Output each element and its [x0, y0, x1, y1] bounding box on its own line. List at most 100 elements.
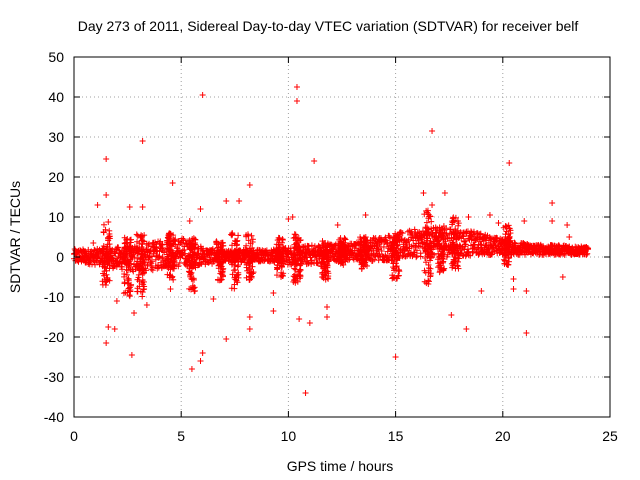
outlier-point	[103, 156, 110, 162]
spike-point	[128, 236, 135, 243]
band-point	[179, 252, 186, 259]
y-tick-label: -40	[44, 409, 64, 425]
outlier-point	[113, 298, 120, 304]
band-point	[112, 250, 119, 257]
outlier-point	[429, 202, 436, 208]
spike-point	[120, 290, 127, 297]
outlier-point	[126, 204, 133, 210]
chart-title: Day 273 of 2011, Sidereal Day-to-day VTE…	[78, 18, 579, 34]
outlier-point	[270, 290, 277, 296]
outlier-point	[197, 206, 204, 212]
band-point	[314, 260, 321, 267]
outlier-point	[510, 286, 517, 292]
band-point	[149, 264, 156, 271]
outlier-point	[448, 312, 455, 318]
outlier-point	[478, 288, 485, 294]
outlier-point	[94, 202, 101, 208]
outlier-point	[293, 98, 300, 104]
y-tick-label: -20	[44, 329, 64, 345]
outlier-point	[334, 222, 341, 228]
outlier-point	[559, 274, 566, 280]
x-tick-label: 25	[602, 428, 618, 444]
outlier-point	[105, 324, 112, 330]
outlier-point	[566, 234, 573, 240]
outlier-point	[128, 352, 135, 358]
outlier-point	[465, 214, 472, 220]
y-tick-label: 20	[48, 169, 64, 185]
band-point	[182, 250, 189, 257]
outlier-point	[103, 340, 110, 346]
spike-point	[105, 219, 112, 226]
outlier-point	[197, 358, 204, 364]
band-point	[305, 243, 312, 250]
outlier-point	[420, 190, 427, 196]
outlier-point	[199, 92, 206, 98]
outlier-point	[223, 198, 230, 204]
outlier-point	[549, 200, 556, 206]
outlier-point	[270, 308, 277, 314]
outlier-point	[167, 286, 174, 292]
spike-point	[100, 221, 107, 228]
outlier-point	[223, 336, 230, 342]
spike-point	[121, 280, 128, 287]
band-point	[200, 245, 207, 252]
outlier-point	[293, 84, 300, 90]
spike-point	[229, 231, 236, 238]
outlier-point	[103, 192, 110, 198]
outlier-point	[486, 212, 493, 218]
band-point	[143, 246, 150, 253]
outlier-point	[296, 316, 303, 322]
band-point	[119, 263, 126, 270]
band-point	[175, 263, 182, 270]
outlier-point	[90, 240, 97, 246]
outlier-point	[139, 138, 146, 144]
outlier-point	[323, 314, 330, 320]
band-point	[329, 246, 336, 253]
y-tick-label: 10	[48, 209, 64, 225]
band-point	[283, 257, 290, 264]
band-point	[146, 240, 153, 247]
outlier-point	[523, 330, 530, 336]
plot-frame	[73, 56, 611, 418]
grid-lines	[74, 57, 610, 417]
outlier-point	[210, 296, 217, 302]
band-point	[172, 236, 179, 243]
band-point	[155, 262, 162, 269]
band-point	[115, 244, 122, 251]
spike-point	[423, 219, 430, 226]
data-points	[71, 84, 592, 396]
outlier-point	[362, 212, 369, 218]
band-point	[87, 258, 94, 265]
x-axis-label: GPS time / hours	[287, 458, 394, 474]
spike-point	[235, 232, 242, 239]
outlier-point	[139, 204, 146, 210]
x-tick-label: 10	[281, 428, 297, 444]
x-tick-label: 5	[177, 428, 185, 444]
spike-point	[106, 227, 113, 234]
outlier-point	[311, 158, 318, 164]
outlier-point	[186, 218, 193, 224]
band-point	[308, 242, 315, 249]
outlier-point	[169, 180, 176, 186]
outlier-point	[392, 354, 399, 360]
band-point	[417, 250, 424, 257]
outlier-point	[199, 350, 206, 356]
y-tick-label: 40	[48, 89, 64, 105]
band-point	[158, 242, 165, 249]
y-tick-label: -30	[44, 369, 64, 385]
x-tick-label: 0	[70, 428, 78, 444]
x-tick-label: 15	[388, 428, 404, 444]
x-tick-label: 20	[495, 428, 511, 444]
band-point	[149, 258, 156, 265]
y-tick-label: 0	[56, 249, 64, 265]
outlier-point	[495, 220, 502, 226]
outlier-point	[143, 302, 150, 308]
spike-point	[139, 241, 146, 248]
spike-point	[139, 293, 146, 300]
band-point	[180, 236, 187, 243]
outlier-point	[429, 128, 436, 134]
outlier-point	[246, 314, 253, 320]
y-axis-label: SDTVAR / TECUs	[7, 181, 23, 293]
outlier-point	[131, 310, 138, 316]
